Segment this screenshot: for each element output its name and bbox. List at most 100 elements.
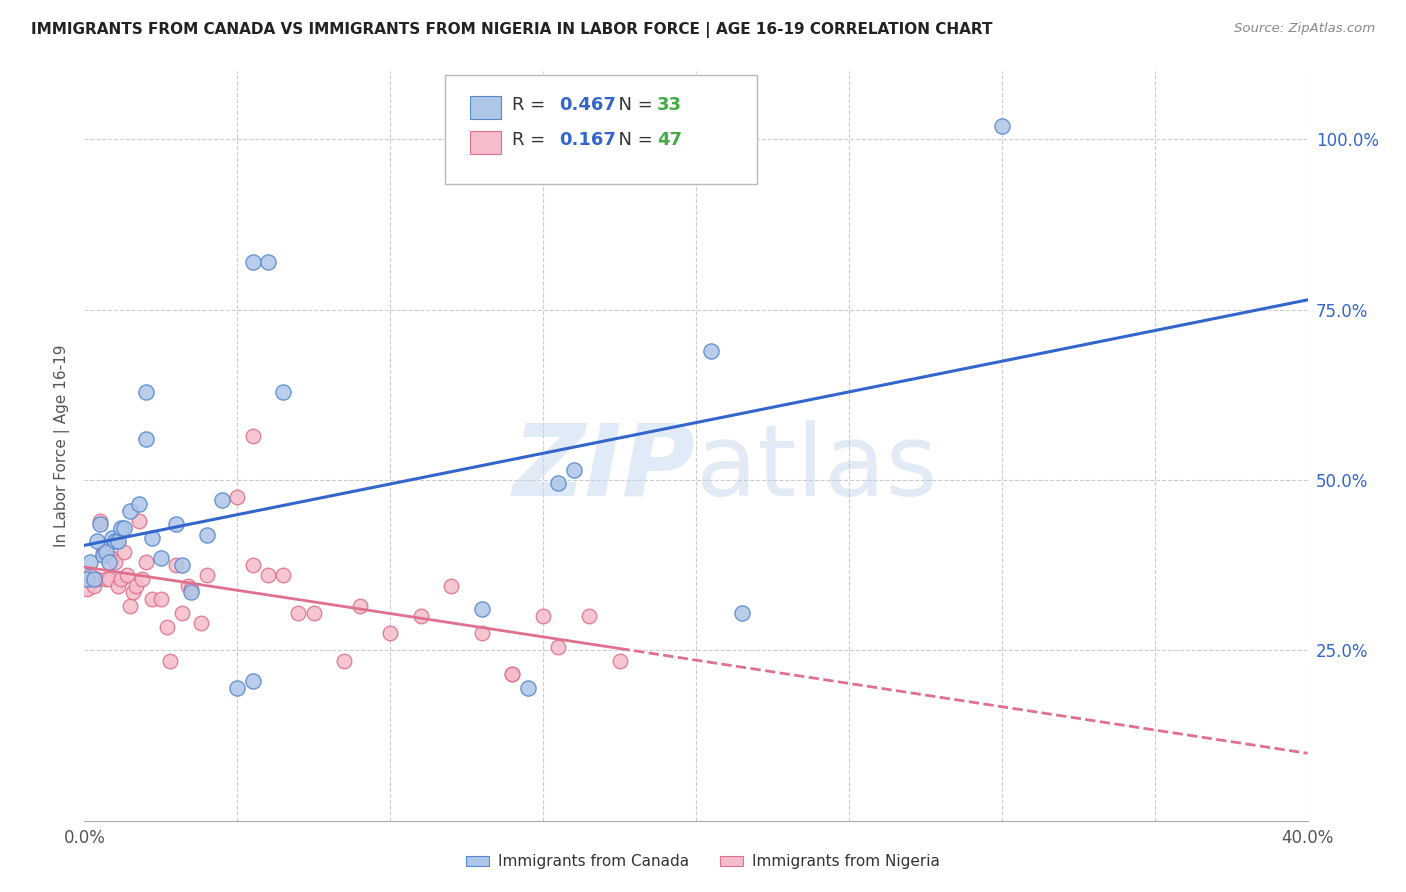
Point	[287, 606, 309, 620]
Point	[110, 572, 132, 586]
Point	[83, 572, 105, 586]
Point	[531, 609, 554, 624]
Point	[120, 504, 142, 518]
Text: 0.467: 0.467	[560, 96, 616, 114]
Point	[271, 384, 294, 399]
Point	[104, 534, 127, 549]
Point	[578, 609, 600, 624]
Point	[731, 606, 754, 620]
Point	[76, 582, 98, 596]
Point	[471, 602, 494, 616]
Point	[149, 551, 172, 566]
Point	[180, 585, 202, 599]
Point	[562, 463, 585, 477]
Point	[86, 572, 108, 586]
Point	[110, 521, 132, 535]
Point	[112, 521, 135, 535]
Point	[135, 432, 157, 446]
Point	[271, 568, 294, 582]
Point	[128, 497, 150, 511]
Point	[156, 619, 179, 633]
Text: N =: N =	[606, 96, 658, 114]
Text: Source: ZipAtlas.com: Source: ZipAtlas.com	[1234, 22, 1375, 36]
Point	[242, 673, 264, 688]
Point	[516, 681, 538, 695]
Point	[502, 667, 524, 681]
Point	[991, 119, 1014, 133]
Point	[257, 255, 280, 269]
Point	[115, 568, 138, 582]
Point	[91, 544, 114, 558]
Point	[547, 476, 569, 491]
Point	[471, 626, 494, 640]
FancyBboxPatch shape	[470, 131, 502, 153]
Point	[242, 558, 264, 573]
Text: N =: N =	[606, 131, 658, 149]
Point	[101, 551, 124, 566]
Point	[89, 514, 111, 528]
Point	[141, 531, 163, 545]
Point	[107, 579, 129, 593]
Point	[86, 534, 108, 549]
Point	[257, 568, 280, 582]
Point	[128, 514, 150, 528]
Point	[195, 568, 218, 582]
Point	[380, 626, 402, 640]
Point	[547, 640, 569, 654]
Point	[79, 568, 101, 582]
Point	[172, 558, 194, 573]
Point	[226, 681, 249, 695]
Point	[440, 579, 463, 593]
Legend: Immigrants from Canada, Immigrants from Nigeria: Immigrants from Canada, Immigrants from …	[460, 848, 946, 875]
Point	[89, 517, 111, 532]
Y-axis label: In Labor Force | Age 16-19: In Labor Force | Age 16-19	[55, 344, 70, 548]
Point	[112, 544, 135, 558]
Text: 33: 33	[657, 96, 682, 114]
Point	[104, 555, 127, 569]
Point	[94, 544, 117, 558]
Point	[76, 572, 98, 586]
Point	[135, 384, 157, 399]
Point	[172, 606, 194, 620]
Point	[242, 255, 264, 269]
Point	[141, 592, 163, 607]
Point	[91, 548, 114, 562]
Point	[94, 572, 117, 586]
Point	[120, 599, 142, 613]
Point	[149, 592, 172, 607]
Point	[165, 517, 187, 532]
Point	[122, 585, 145, 599]
Text: ZIP: ZIP	[513, 420, 696, 517]
Point	[700, 343, 723, 358]
FancyBboxPatch shape	[470, 96, 502, 119]
Point	[502, 667, 524, 681]
Point	[211, 493, 233, 508]
Text: R =: R =	[513, 131, 551, 149]
Point	[302, 606, 325, 620]
Point	[226, 490, 249, 504]
Point	[97, 555, 120, 569]
Point	[135, 555, 157, 569]
FancyBboxPatch shape	[446, 75, 758, 184]
Text: atlas: atlas	[696, 420, 938, 517]
Point	[159, 654, 181, 668]
Point	[190, 616, 212, 631]
Text: R =: R =	[513, 96, 551, 114]
Text: 47: 47	[657, 131, 682, 149]
Point	[101, 531, 124, 545]
Text: 0.167: 0.167	[560, 131, 616, 149]
Point	[242, 429, 264, 443]
Point	[180, 582, 202, 596]
Point	[131, 572, 153, 586]
Point	[333, 654, 356, 668]
Point	[609, 654, 631, 668]
Point	[349, 599, 371, 613]
Point	[195, 527, 218, 541]
Point	[83, 579, 105, 593]
Point	[177, 579, 200, 593]
Text: IMMIGRANTS FROM CANADA VS IMMIGRANTS FROM NIGERIA IN LABOR FORCE | AGE 16-19 COR: IMMIGRANTS FROM CANADA VS IMMIGRANTS FRO…	[31, 22, 993, 38]
Point	[165, 558, 187, 573]
Point	[409, 609, 432, 624]
Point	[107, 534, 129, 549]
Point	[79, 555, 101, 569]
